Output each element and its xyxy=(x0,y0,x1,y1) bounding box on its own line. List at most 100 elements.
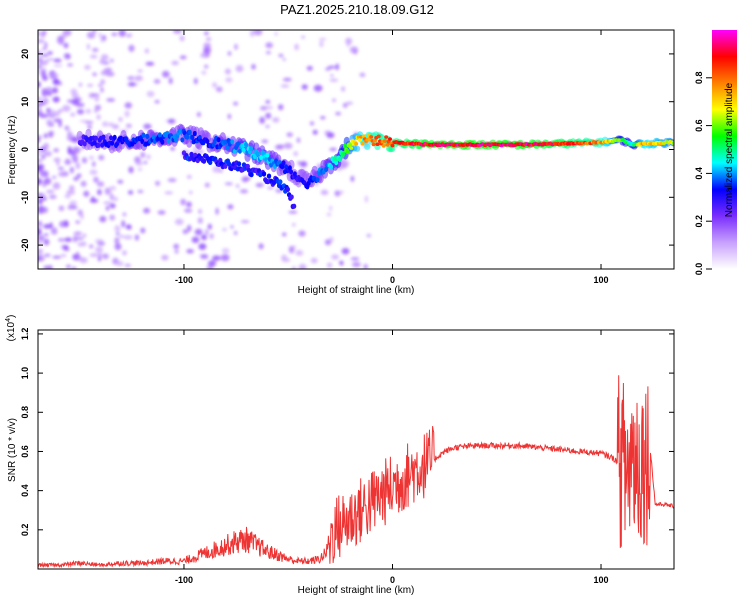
noise-blob xyxy=(70,112,76,117)
ridge-core xyxy=(110,140,115,146)
noise-blob xyxy=(324,239,332,246)
noise-blob xyxy=(171,60,179,66)
ridge-core xyxy=(384,135,389,139)
noise-blob xyxy=(258,243,264,250)
noise-blob xyxy=(298,230,306,237)
spectrogram-noise xyxy=(38,30,371,269)
noise-blob xyxy=(359,72,366,77)
noise-blob xyxy=(46,107,51,113)
ridge-core xyxy=(185,134,190,140)
noise-blob xyxy=(38,257,43,262)
noise-blob xyxy=(227,51,232,56)
noise-blob xyxy=(95,246,103,253)
noise-blob xyxy=(106,98,116,102)
noise-blob xyxy=(153,79,161,84)
y-tick-label: 0.4 xyxy=(20,484,30,497)
ridge-core xyxy=(280,164,285,170)
noise-blob xyxy=(53,148,59,153)
noise-blob xyxy=(43,151,52,157)
noise-blob xyxy=(173,30,182,34)
noise-blob xyxy=(87,125,92,130)
noise-blob xyxy=(286,132,293,137)
noise-blob xyxy=(43,224,52,229)
noise-blob xyxy=(224,68,231,75)
noise-blob xyxy=(51,227,58,233)
noise-blob xyxy=(134,234,139,241)
noise-blob xyxy=(294,43,299,51)
noise-blob xyxy=(48,265,53,269)
noise-blob xyxy=(230,225,234,229)
x-tick-label: 0 xyxy=(390,575,395,585)
noise-blob xyxy=(82,241,87,247)
noise-blob xyxy=(38,106,42,114)
noise-blob xyxy=(127,33,133,37)
noise-blob xyxy=(58,205,65,212)
noise-blob xyxy=(265,42,274,49)
noise-blob xyxy=(275,144,284,150)
noise-blob xyxy=(301,35,305,39)
noise-blob xyxy=(204,182,210,188)
noise-blob xyxy=(44,177,52,185)
noise-blob xyxy=(52,86,58,92)
noise-blob xyxy=(52,79,61,85)
noise-blob xyxy=(64,237,72,242)
branch-blob xyxy=(289,194,294,200)
noise-blob xyxy=(179,55,187,60)
y-tick-label: 1.0 xyxy=(20,367,30,380)
noise-blob xyxy=(77,209,83,217)
noise-blob xyxy=(40,234,45,238)
noise-blob xyxy=(146,154,151,160)
noise-blob xyxy=(89,169,98,175)
noise-blob xyxy=(62,245,69,251)
noise-blob xyxy=(345,37,353,45)
noise-blob xyxy=(89,244,94,249)
noise-blob xyxy=(92,47,99,53)
noise-blob xyxy=(203,42,211,49)
noise-blob xyxy=(342,102,348,108)
noise-blob xyxy=(330,74,334,77)
noise-blob xyxy=(154,100,160,104)
ridge-core xyxy=(334,160,339,166)
noise-blob xyxy=(350,257,360,261)
noise-blob xyxy=(325,67,331,71)
noise-blob xyxy=(70,88,78,95)
noise-blob xyxy=(366,234,371,238)
branch-blob xyxy=(261,171,267,177)
ridge-core xyxy=(329,164,334,170)
noise-blob xyxy=(104,187,111,195)
noise-blob xyxy=(76,173,82,178)
noise-blob xyxy=(45,58,49,65)
noise-blob xyxy=(161,254,169,261)
noise-blob xyxy=(40,70,47,78)
noise-blob xyxy=(254,165,260,169)
ridge-core xyxy=(141,132,146,138)
noise-blob xyxy=(299,161,308,168)
noise-blob xyxy=(170,147,175,151)
noise-blob xyxy=(100,87,104,93)
noise-blob xyxy=(38,158,43,163)
ridge-core xyxy=(265,152,270,158)
noise-blob xyxy=(38,57,43,64)
x-tick-label: 100 xyxy=(594,575,609,585)
ridge-core xyxy=(187,129,192,135)
noise-blob xyxy=(85,120,94,125)
noise-blob xyxy=(339,260,344,266)
noise-blob xyxy=(186,175,192,179)
noise-blob xyxy=(235,65,244,73)
noise-blob xyxy=(103,201,112,205)
noise-blob xyxy=(109,193,114,201)
noise-blob xyxy=(313,84,323,92)
noise-blob xyxy=(126,225,132,230)
noise-blob xyxy=(320,189,329,196)
noise-blob xyxy=(326,212,332,217)
noise-blob xyxy=(350,175,355,182)
noise-blob xyxy=(41,206,49,214)
noise-blob xyxy=(114,225,121,233)
noise-blob xyxy=(64,193,71,199)
branch-blob xyxy=(278,179,283,185)
noise-blob xyxy=(38,50,42,54)
noise-blob xyxy=(78,82,83,88)
noise-blob xyxy=(61,33,68,39)
noise-blob xyxy=(92,72,97,77)
ridge-core xyxy=(180,137,185,143)
